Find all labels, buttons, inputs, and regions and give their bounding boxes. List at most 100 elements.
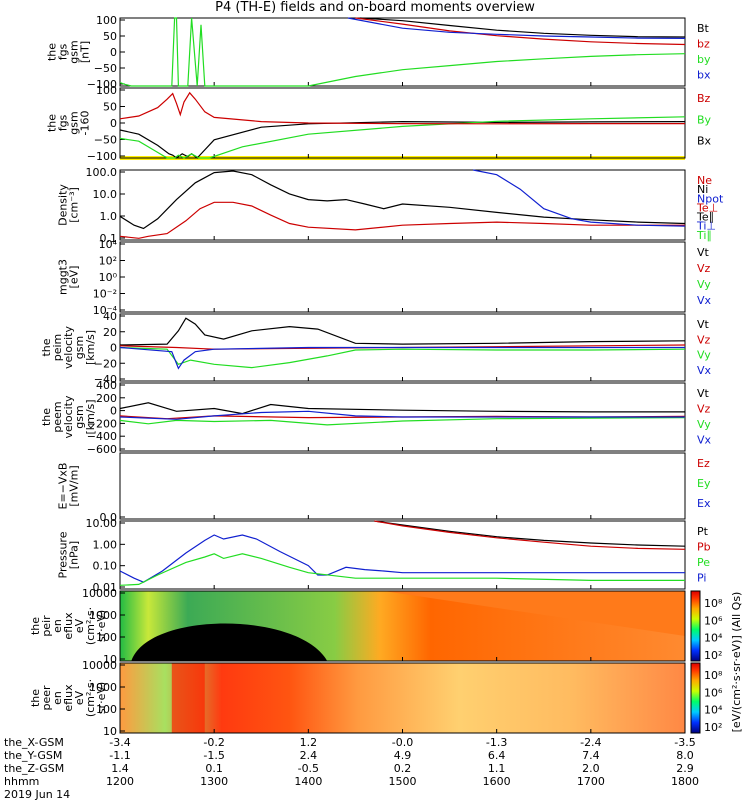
series-line: [360, 17, 686, 38]
legend-entry: Ti∥: [696, 229, 712, 242]
legend-entry: by: [697, 53, 711, 66]
series-line: [374, 520, 686, 547]
y-tick-label: 1000: [89, 609, 117, 622]
x-row-value: -2.4: [580, 736, 601, 749]
y-tick-label: 0: [110, 117, 117, 130]
series-line: [119, 17, 686, 87]
series-line: [119, 553, 685, 586]
y-tick-label: 50: [103, 30, 117, 43]
x-row-value: 2.4: [300, 749, 318, 762]
y-tick-label: 0: [110, 46, 117, 59]
legend-entry: By: [697, 113, 712, 126]
y-axis-label: the: [40, 338, 53, 356]
y-axis-label: en: [51, 691, 64, 705]
y-axis-label: fgs: [57, 43, 70, 60]
y-tick-label: −400: [87, 430, 117, 443]
legend-entry: Vz: [697, 333, 711, 346]
x-row-value: 2.0: [582, 762, 600, 775]
series-line: [119, 317, 686, 346]
x-row-value: 1400: [294, 775, 322, 788]
series-line: [472, 169, 686, 227]
y-tick-label: −100: [87, 150, 117, 163]
series-line: [119, 417, 686, 426]
legend-entry: Te∥: [696, 211, 714, 224]
legend-entry: Bz: [697, 92, 711, 105]
legend-entry: bz: [697, 38, 710, 51]
legend-entry: Vz: [697, 403, 711, 416]
x-row-value: -3.5: [674, 736, 695, 749]
y-axis-label: mggt3: [57, 259, 70, 295]
y-axis-label: peer: [40, 685, 53, 711]
legend-entry: Vx: [697, 434, 712, 447]
x-row-value: 0.1: [205, 762, 223, 775]
x-row-value: 1300: [200, 775, 228, 788]
series-line: [374, 520, 686, 550]
y-tick-label: −200: [87, 417, 117, 430]
y-tick-label: 10²: [99, 255, 117, 268]
y-axis-label: gsm: [68, 111, 81, 134]
y-tick-label: −40: [94, 373, 117, 386]
x-row-value: 8.0: [676, 749, 694, 762]
y-axis-label: the: [46, 43, 59, 61]
legend-entry: Ez: [697, 457, 710, 470]
y-axis-label: velocity: [62, 326, 75, 369]
electron-hot-band: [171, 663, 205, 733]
x-row-label: the_Z-GSM: [4, 762, 64, 775]
x-row-label: hhmm: [4, 775, 39, 788]
panel-frame: [119, 169, 686, 241]
y-axis-label: gsm: [73, 336, 86, 359]
colorbar: [690, 662, 701, 734]
chart-title: P4 (TH-E) fields and on-board moments ov…: [215, 0, 535, 15]
colorbar-tick-label: 10⁸: [704, 597, 723, 610]
colorbar-tick-label: 10⁸: [704, 669, 723, 682]
y-tick-label: 10⁻²: [93, 288, 117, 301]
y-axis-label: [eV]: [68, 266, 81, 289]
y-axis-label: the: [40, 408, 53, 426]
legend-entry: Pb: [697, 541, 711, 554]
y-tick-label: 100: [96, 631, 117, 644]
legend-entry: Pe: [697, 556, 710, 569]
x-row-value: 1.4: [111, 762, 129, 775]
colorbar-tick-label: 10⁶: [704, 614, 723, 627]
legend-entry: Vy: [697, 278, 711, 291]
series-line: [119, 346, 686, 369]
x-row-value: 1800: [671, 775, 699, 788]
x-row-value: -1.5: [203, 749, 224, 762]
y-tick-label: −600: [87, 443, 117, 456]
y-axis-label: [km/s]: [84, 330, 97, 365]
legend-entry: Bt: [697, 22, 710, 35]
y-tick-label: 10⁰: [99, 271, 118, 284]
x-row-value: 1.1: [488, 762, 506, 775]
y-tick-label: 10.0: [93, 188, 118, 201]
y-axis-label: [cm⁻³]: [68, 187, 81, 223]
legend-entry: Npot: [697, 192, 724, 205]
y-axis-label: velocity: [62, 395, 75, 438]
y-tick-label: 40: [103, 310, 117, 323]
y-axis-label: eV: [73, 690, 86, 705]
y-tick-label: 0: [110, 342, 117, 355]
y-tick-label: 400: [96, 379, 117, 392]
ion-hot-region: [383, 591, 685, 636]
legend-entry: Pi: [697, 572, 706, 585]
legend-entry: Vy: [697, 349, 711, 362]
y-axis-label: peir: [40, 615, 53, 637]
legend-entry: Vt: [697, 318, 710, 331]
colorbar-label: [eV/(cm²·s·sr·eV)] (All Qs): [730, 592, 743, 733]
legend-entry: Vx: [697, 364, 712, 377]
y-tick-label: 100: [96, 703, 117, 716]
y-axis-label: fgs: [57, 114, 70, 131]
series-line: [119, 120, 686, 159]
ion-gap-region: [131, 623, 328, 661]
x-date-label: 2019 Jun 14: [4, 788, 70, 800]
x-row-label: the_Y-GSM: [4, 749, 62, 762]
legend-entry: Pt: [697, 525, 709, 538]
y-axis-label: Density: [57, 184, 70, 226]
y-axis-label: (cm²·s·: [84, 607, 97, 645]
y-axis-label: gsm: [68, 40, 81, 63]
electron-spectrogram: [120, 663, 685, 733]
y-tick-label: 0: [110, 405, 117, 418]
y-tick-label: 10000: [82, 659, 117, 672]
y-tick-label: 100: [96, 14, 117, 27]
colorbar-tick-label: 10²: [704, 649, 722, 662]
